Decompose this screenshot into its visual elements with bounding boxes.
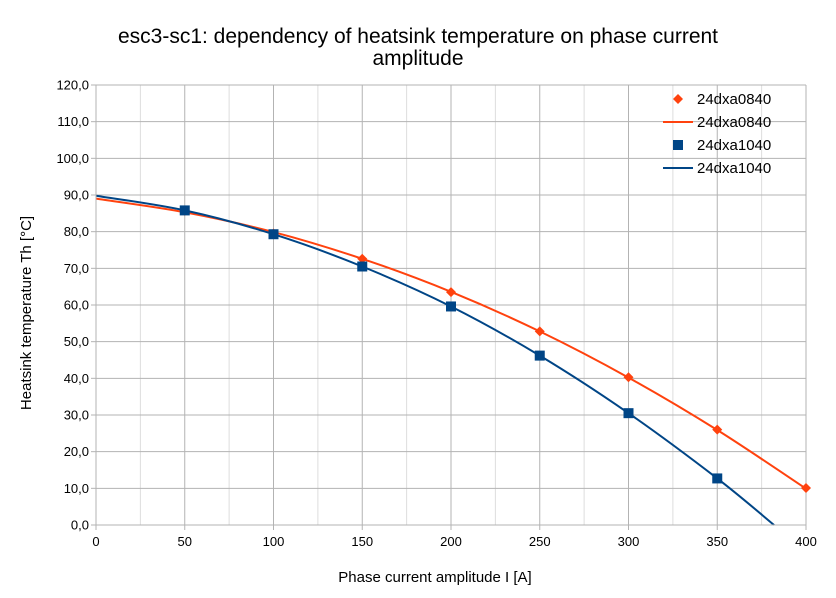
data-point-24dxa1040 bbox=[357, 261, 368, 272]
x-tick-label: 250 bbox=[529, 534, 551, 549]
y-tick-label: 100,0 bbox=[56, 151, 89, 166]
legend: 24dxa0840 24dxa0840 24dxa1040 24dxa1040 bbox=[663, 91, 771, 177]
y-tick-label: 60,0 bbox=[64, 298, 89, 313]
data-point-24dxa1040 bbox=[179, 205, 190, 216]
axes: 0,0 10,0 20,0 30,0 40,0 50,0 60,0 70,0 80,0 90,0 1… bbox=[56, 78, 816, 550]
data-point-24dxa1040 bbox=[712, 473, 723, 484]
x-tick-label: 350 bbox=[706, 534, 728, 549]
y-tick-label: 110,0 bbox=[57, 114, 89, 129]
x-tick-label: 400 bbox=[795, 534, 817, 549]
x-tick-label: 150 bbox=[351, 534, 373, 549]
data-point-24dxa0840 bbox=[712, 424, 723, 435]
series-curve-24dxa1040 bbox=[95, 194, 775, 526]
y-axis-label: Heatsink temperature Th [°C] bbox=[18, 216, 35, 410]
legend-label: 24dxa1040 bbox=[697, 137, 771, 154]
legend-label: 24dxa0840 bbox=[697, 91, 771, 108]
data-point-24dxa1040 bbox=[623, 408, 634, 419]
data-point-24dxa0840 bbox=[357, 253, 368, 264]
y-tick-label: 30,0 bbox=[64, 408, 89, 423]
data-point-24dxa0840 bbox=[534, 326, 545, 337]
chart-title-line-2: amplitude bbox=[372, 47, 463, 70]
x-tick-label: 0 bbox=[92, 534, 99, 549]
x-tick-label: 50 bbox=[178, 534, 192, 549]
y-tick-label: 10,0 bbox=[64, 481, 89, 496]
y-tick-label: 70,0 bbox=[64, 261, 89, 276]
y-tick-label: 50,0 bbox=[64, 334, 89, 349]
grid bbox=[96, 84, 807, 525]
legend-symbol bbox=[673, 94, 683, 104]
legend-symbol bbox=[673, 140, 683, 150]
data-point-24dxa0840 bbox=[801, 482, 811, 493]
chart-title-line-1: esc3-sc1: dependency of heatsink tempera… bbox=[118, 25, 718, 48]
data-point-24dxa0840 bbox=[446, 287, 456, 298]
legend-label: 24dxa0840 bbox=[697, 114, 771, 131]
legend-label: 24dxa1040 bbox=[697, 160, 771, 177]
x-tick-label: 200 bbox=[440, 534, 462, 549]
data-point-24dxa1040 bbox=[268, 229, 279, 240]
data-point-24dxa1040 bbox=[446, 301, 456, 312]
y-tick-label: 40,0 bbox=[64, 371, 89, 386]
y-tick-label: 20,0 bbox=[64, 444, 89, 459]
data-point-24dxa1040 bbox=[534, 350, 545, 361]
x-tick-label: 100 bbox=[263, 534, 285, 549]
y-tick-label: 90,0 bbox=[64, 188, 89, 203]
y-tick-label: 120,0 bbox=[56, 78, 89, 93]
x-tick-label: 300 bbox=[618, 534, 640, 549]
data-point-24dxa0840 bbox=[623, 372, 634, 383]
series-layer bbox=[95, 194, 811, 526]
x-axis-label: Phase current amplitude I [A] bbox=[338, 569, 531, 586]
y-tick-label: 0,0 bbox=[71, 518, 89, 533]
y-tick-label: 80,0 bbox=[64, 224, 89, 239]
